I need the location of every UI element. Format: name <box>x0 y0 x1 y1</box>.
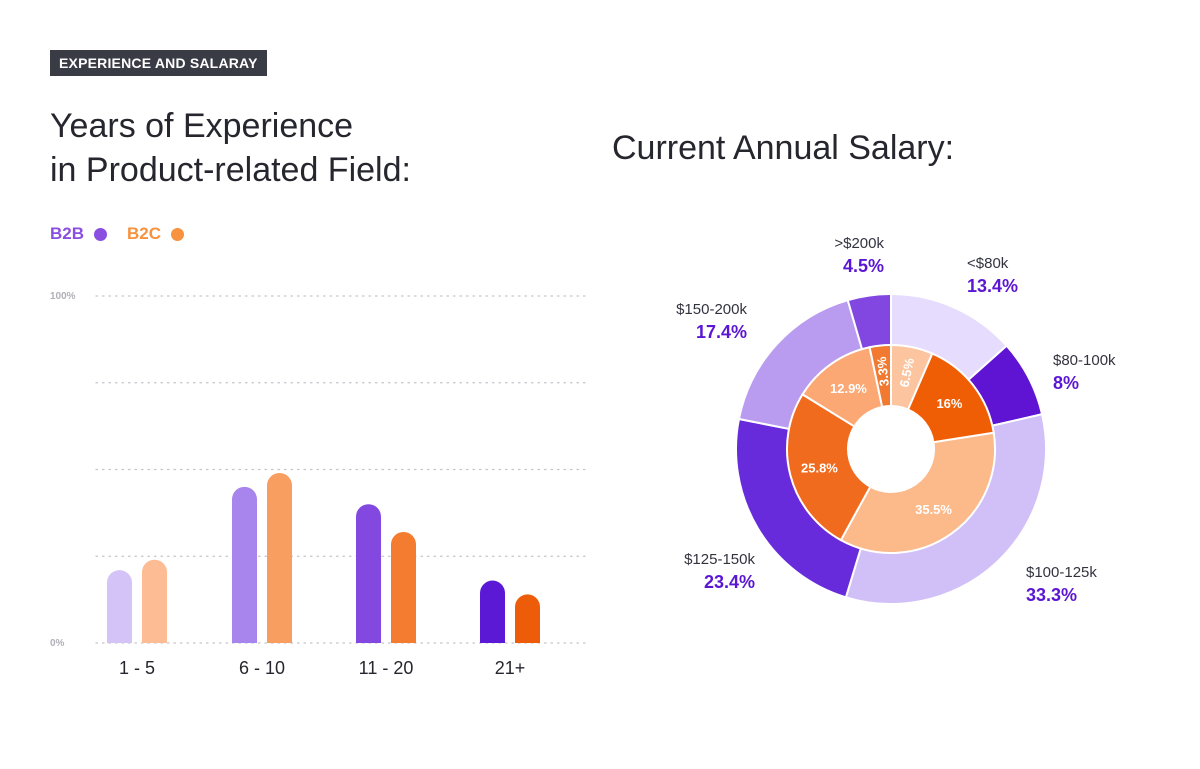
inner-slice-label-1: 6.5% <box>896 356 917 388</box>
inner-slice-label-4: 25.8% <box>801 460 838 475</box>
outer-slice-label-5: $150-200k <box>676 301 747 318</box>
legend-dot-b2c <box>171 227 185 241</box>
bar-b2c-1 <box>142 559 167 643</box>
x-tick-label: 21+ <box>495 658 526 678</box>
bar-b2b-3 <box>356 504 381 643</box>
inner-slice-label-6: 3.3% <box>874 355 892 386</box>
outer-slice-label-2: $80-100k <box>1053 352 1116 369</box>
donut-chart-title: Current Annual Salary: <box>612 129 955 167</box>
legend-item-b2b: B2B <box>50 224 108 244</box>
bar-chart-title-line-2: in Product-related Field: <box>50 151 411 189</box>
bar-b2c-4 <box>515 594 540 643</box>
y-tick-label-top: 100% <box>50 291 76 302</box>
y-tick-label-bottom: 0% <box>50 638 65 649</box>
bar-chart-title-line-1: Years of Experience <box>50 107 354 145</box>
inner-slice-label-3: 35.5% <box>915 502 952 517</box>
outer-slice-value-1: 13.4% <box>967 276 1018 296</box>
x-tick-label: 6 - 10 <box>239 658 285 678</box>
legend-item-b2c: B2C <box>127 224 185 244</box>
bar-chart-legend: B2B B2C <box>50 224 204 244</box>
bar-b2c-2 <box>267 472 292 643</box>
outer-slice-value-3: 33.3% <box>1026 585 1077 605</box>
inner-slice-2 <box>906 352 995 444</box>
outer-slice-label-6: >$200k <box>834 235 884 252</box>
inner-slice-label-2: 16% <box>936 396 962 411</box>
outer-slice-value-4: 23.4% <box>704 572 755 592</box>
legend-label-b2c: B2C <box>127 224 162 243</box>
bar-b2b-2 <box>232 486 257 643</box>
outer-slice-label-1: <$80k <box>967 255 1009 272</box>
outer-slice-label-4: $125-150k <box>684 551 755 568</box>
bar-b2c-3 <box>391 531 416 643</box>
x-tick-label: 11 - 20 <box>359 658 414 678</box>
donut-hole <box>849 407 933 491</box>
inner-slice-6 <box>868 343 892 409</box>
outer-slice-label-3: $100-125k <box>1026 564 1097 581</box>
outer-slice-value-5: 17.4% <box>696 322 747 342</box>
bar-b2b-4 <box>480 580 505 643</box>
inner-slice-label-5: 12.9% <box>830 381 867 396</box>
section-tag: EXPERIENCE AND SALARAY <box>50 50 267 76</box>
legend-label-b2b: B2B <box>50 224 85 243</box>
x-tick-label: 1 - 5 <box>119 658 155 678</box>
outer-slice-value-6: 4.5% <box>843 256 884 276</box>
bar-chart-title: Years of Experience in Product-related F… <box>50 104 411 192</box>
bar-b2b-1 <box>106 570 132 643</box>
inner-slice-3 <box>839 431 996 554</box>
inner-slice-4 <box>786 393 872 542</box>
outer-slice-value-2: 8% <box>1053 373 1079 393</box>
legend-dot-b2b <box>94 227 108 241</box>
